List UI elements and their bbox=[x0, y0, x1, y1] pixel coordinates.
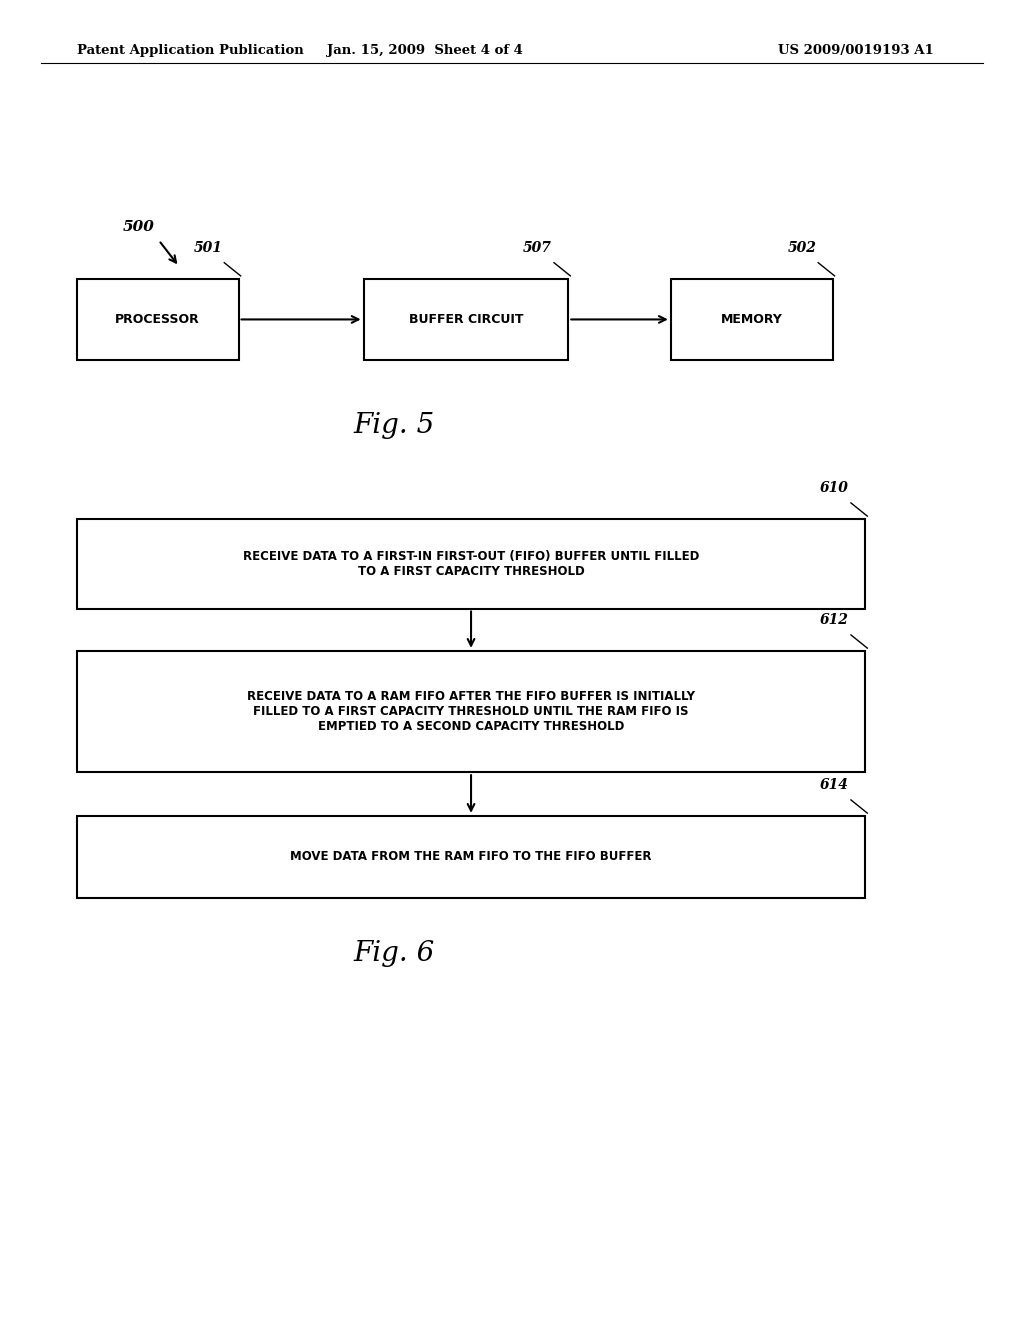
Text: Fig. 5: Fig. 5 bbox=[353, 412, 435, 438]
Text: 614: 614 bbox=[820, 777, 849, 792]
Text: 502: 502 bbox=[787, 240, 816, 255]
FancyBboxPatch shape bbox=[671, 279, 833, 360]
FancyBboxPatch shape bbox=[77, 651, 865, 772]
FancyBboxPatch shape bbox=[77, 816, 865, 898]
Text: Jan. 15, 2009  Sheet 4 of 4: Jan. 15, 2009 Sheet 4 of 4 bbox=[327, 44, 523, 57]
FancyBboxPatch shape bbox=[364, 279, 568, 360]
Text: 507: 507 bbox=[523, 240, 552, 255]
Text: US 2009/0019193 A1: US 2009/0019193 A1 bbox=[778, 44, 934, 57]
FancyBboxPatch shape bbox=[77, 279, 239, 360]
Text: MOVE DATA FROM THE RAM FIFO TO THE FIFO BUFFER: MOVE DATA FROM THE RAM FIFO TO THE FIFO … bbox=[290, 850, 652, 863]
Text: BUFFER CIRCUIT: BUFFER CIRCUIT bbox=[409, 313, 523, 326]
Text: 500: 500 bbox=[122, 220, 155, 234]
Text: Patent Application Publication: Patent Application Publication bbox=[77, 44, 303, 57]
Text: 612: 612 bbox=[820, 612, 849, 627]
Text: MEMORY: MEMORY bbox=[721, 313, 782, 326]
Text: PROCESSOR: PROCESSOR bbox=[116, 313, 200, 326]
Text: 610: 610 bbox=[820, 480, 849, 495]
FancyBboxPatch shape bbox=[77, 519, 865, 609]
Text: 501: 501 bbox=[194, 240, 222, 255]
Text: Fig. 6: Fig. 6 bbox=[353, 940, 435, 966]
Text: RECEIVE DATA TO A RAM FIFO AFTER THE FIFO BUFFER IS INITIALLY
FILLED TO A FIRST : RECEIVE DATA TO A RAM FIFO AFTER THE FIF… bbox=[247, 690, 695, 733]
Text: RECEIVE DATA TO A FIRST-IN FIRST-OUT (FIFO) BUFFER UNTIL FILLED
TO A FIRST CAPAC: RECEIVE DATA TO A FIRST-IN FIRST-OUT (FI… bbox=[243, 549, 699, 578]
